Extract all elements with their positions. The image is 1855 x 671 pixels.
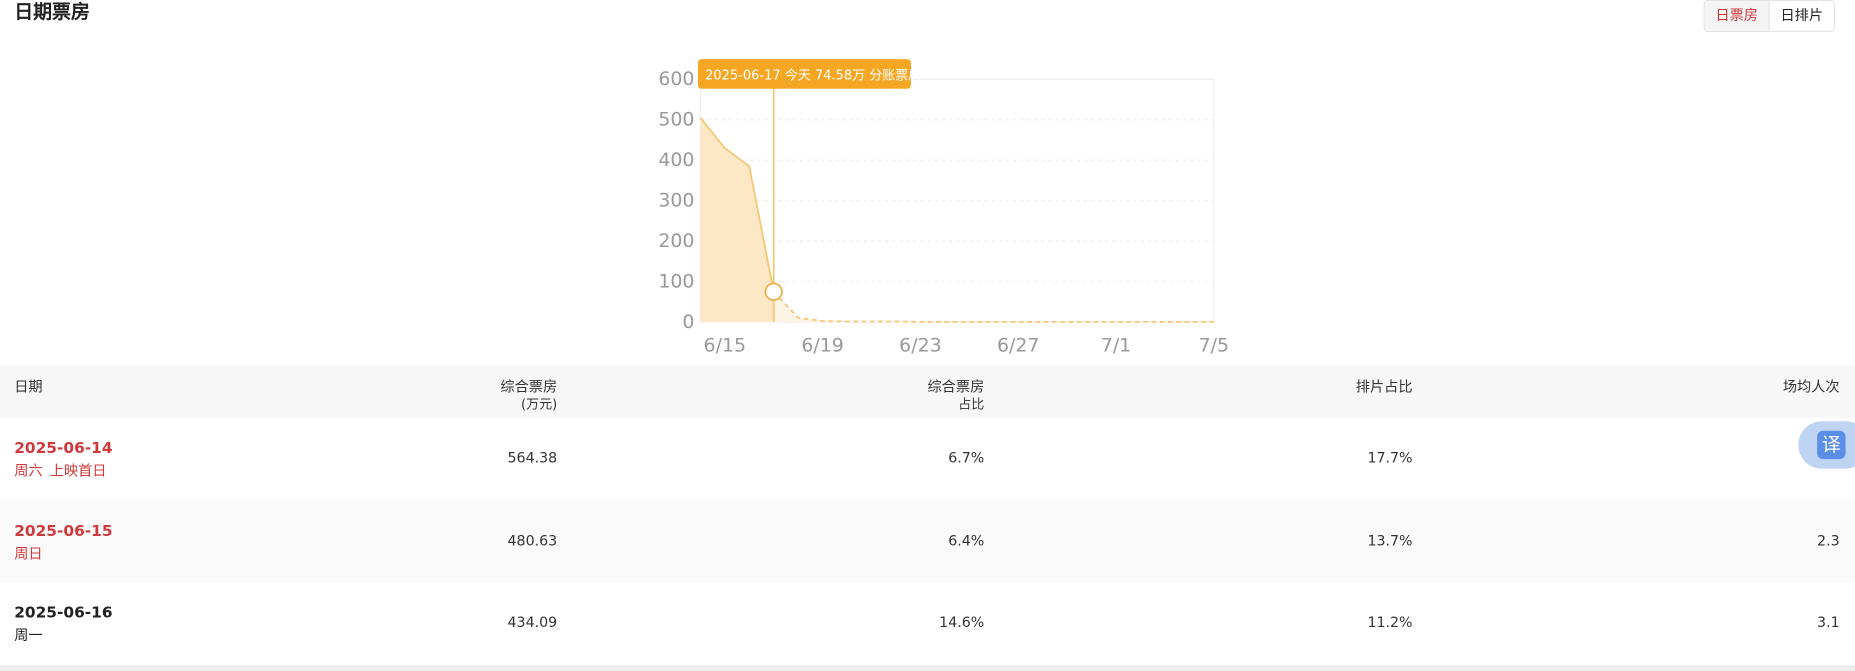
x-tick-label: 7/5 [1199, 334, 1229, 356]
table-cell: 2.3 [1817, 531, 1840, 549]
y-tick-label: 500 [658, 109, 694, 131]
table-cell: 6.7% [948, 449, 985, 467]
area [773, 291, 1214, 322]
table-cell: 3.1 [1817, 614, 1840, 631]
tooltip-box [697, 59, 911, 89]
y-tick-label: 400 [658, 149, 694, 171]
table-cell: 564.38 [507, 449, 558, 467]
line [699, 117, 775, 292]
tooltip-text: 2025-06-17 今天 74.58万 分账票房 [705, 67, 921, 83]
table-cell: 434.09 [507, 614, 558, 631]
column-subheader: (万元) [521, 396, 558, 412]
x-tick-label: 6/27 [997, 334, 1039, 356]
x-tick-label: 6/23 [899, 334, 941, 356]
page-title: 日期票房 [14, 0, 90, 23]
tab[interactable]: 日排片 [1780, 7, 1824, 24]
table-cell: 17.7% [1367, 449, 1413, 467]
y-tick-label: 300 [658, 190, 694, 212]
table-cell: 480.63 [507, 531, 558, 549]
table-row: 2025-06-16 周一 434.09 14.6% 11.2% 3.1 [0, 582, 1855, 666]
y-tick-label: 100 [658, 270, 694, 292]
column-header: 场均人次 [1782, 378, 1840, 396]
column-header: 综合票房 [500, 378, 558, 396]
row-weekday: 周日 [14, 544, 43, 562]
table-header: 日期 综合票房 (万元) 综合票房 占比 排片占比 场均人次 [0, 365, 1855, 418]
translate-icon[interactable]: 译 [1817, 430, 1846, 460]
table-row: 2025-06-15 周日 480.63 6.4% 13.7% 2.3 [0, 499, 1855, 583]
table-cell: 14.6% [939, 614, 985, 631]
row-date: 2025-06-16 [14, 604, 113, 623]
table-cell: 6.4% [948, 531, 985, 549]
x-tick-label: 7/1 [1101, 334, 1131, 356]
column-header: 排片占比 [1355, 378, 1413, 396]
hover-point [764, 282, 783, 301]
row-date: 2025-06-14 [14, 440, 113, 458]
x-tick-label: 6/15 [704, 334, 746, 356]
column-header: 日期 [14, 378, 43, 396]
row-weekday: 周六 [14, 462, 43, 480]
table-cell: 13.7% [1367, 531, 1413, 549]
x-tick-label: 6/19 [801, 334, 843, 356]
row-weekday: 周一 [14, 627, 43, 644]
y-tick-label: 200 [658, 230, 694, 252]
translate-widget[interactable]: 译 [1798, 421, 1855, 469]
y-tick-label: 600 [658, 68, 694, 90]
tab[interactable]: 日票房 [1704, 1, 1770, 31]
area [700, 117, 774, 322]
row-date: 2025-06-15 [14, 522, 113, 541]
y-tick-label: 0 [682, 311, 694, 333]
line [773, 291, 1214, 323]
chart: 0 100 200 300 400 500 600 6/15 6/19 6/23 6/27 7/1 7/… [658, 59, 1229, 356]
table-bottom-border [0, 665, 1855, 671]
column-subheader: 占比 [958, 396, 985, 412]
column-header: 综合票房 [927, 378, 985, 396]
tab-group: 日票房 日排片 [1703, 0, 1835, 32]
table-cell: 11.2% [1367, 614, 1413, 631]
row-tag: 上映首日 [49, 462, 107, 480]
